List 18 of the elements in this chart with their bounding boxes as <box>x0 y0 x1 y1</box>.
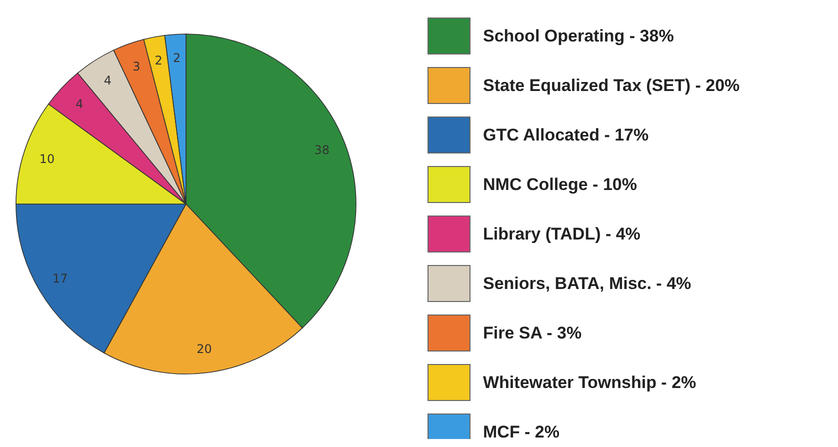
legend-label: School Operating - 38% <box>483 26 674 46</box>
legend-label: Whitewater Township - 2% <box>483 373 696 392</box>
data-label: 17 <box>52 271 68 286</box>
data-label: 2 <box>173 51 181 66</box>
legend-label: Seniors, BATA, Misc. - 4% <box>483 274 692 293</box>
data-label: 3 <box>132 59 140 74</box>
legend-label: Fire SA - 3% <box>483 324 582 342</box>
legend-label: MCF - 2% <box>483 422 560 442</box>
legend-label: Library (TADL) - 4% <box>483 224 640 244</box>
data-label: 20 <box>196 342 212 356</box>
legend-label: GTC Allocated - 17% <box>483 126 649 144</box>
legend-label: NMC College - 10% <box>483 175 637 194</box>
data-label: 4 <box>76 96 84 111</box>
data-label: 38 <box>314 143 330 158</box>
data-label: 4 <box>104 74 112 88</box>
legend-label: State Equalized Tax (SET) - 20% <box>483 76 740 95</box>
data-label: 10 <box>39 152 55 166</box>
data-label: 2 <box>154 53 162 68</box>
